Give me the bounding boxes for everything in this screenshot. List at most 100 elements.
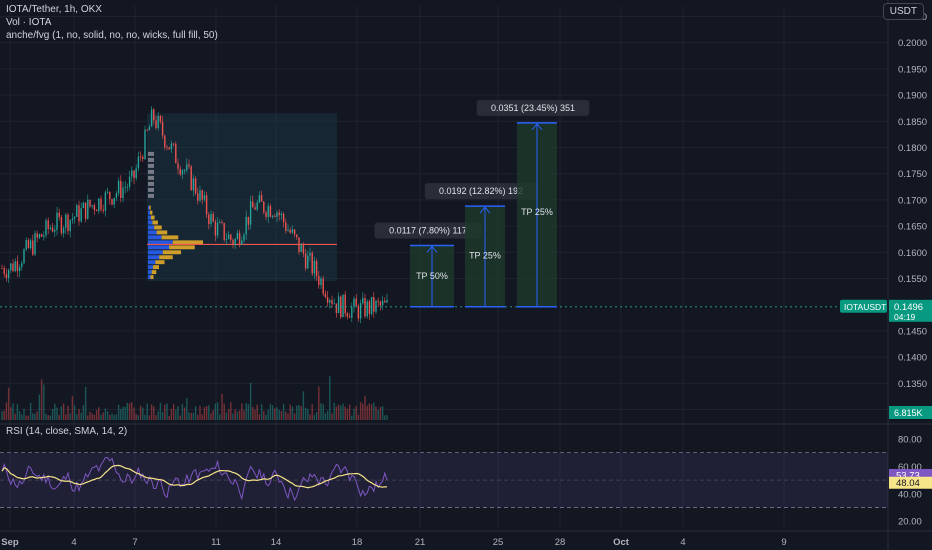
volume-bar — [14, 413, 16, 420]
volume-profile-bar-buy — [148, 240, 173, 245]
volume-bar — [232, 413, 234, 420]
volume-bar — [76, 414, 78, 420]
time-tick-label: 25 — [493, 537, 504, 548]
volume-bar — [238, 410, 241, 420]
rsi-tick-label: 80.00 — [898, 434, 922, 445]
candle-body — [351, 307, 353, 318]
volume-profile-bar-buy — [148, 260, 156, 265]
candle-body — [139, 156, 142, 158]
candle-body — [280, 213, 283, 216]
volume-bar — [271, 405, 274, 420]
volume-bar — [203, 407, 206, 420]
volume-bar — [69, 413, 71, 420]
candle-body — [65, 214, 67, 228]
candle-body — [296, 234, 298, 238]
candle-body — [322, 278, 324, 294]
volume-bar — [263, 411, 265, 420]
rsi-sma-value: 48.04 — [896, 478, 920, 489]
candle-body — [232, 239, 234, 246]
volume-legend[interactable]: Vol · IOTA — [6, 17, 52, 28]
symbol-legend[interactable]: IOTA/Tether, 1h, OKX — [6, 4, 102, 15]
volume-bar — [331, 413, 333, 420]
candle-body — [27, 239, 30, 249]
candle-body — [113, 197, 115, 205]
volume-bar — [21, 414, 23, 420]
time-tick-label: 4 — [680, 537, 685, 548]
volume-bar — [384, 415, 386, 420]
candle-body — [54, 229, 56, 232]
candle-body — [227, 234, 230, 240]
volume-bar — [137, 415, 140, 420]
time-tick-label: 11 — [211, 537, 221, 548]
volume-bar — [36, 411, 38, 420]
candle-body — [188, 164, 190, 167]
volume-bar — [309, 414, 311, 420]
candle-body — [106, 191, 109, 193]
candle-body — [265, 212, 267, 218]
candle-body — [335, 303, 338, 314]
time-tick-label: Oct — [613, 537, 630, 548]
currency-button[interactable]: USDT — [882, 3, 924, 20]
volume-bar — [43, 384, 45, 420]
volume-bar — [144, 414, 146, 420]
volume-profile-bar-sell — [151, 270, 157, 275]
candle-body — [177, 163, 179, 169]
candle-body — [102, 209, 104, 211]
candle-body — [219, 221, 221, 223]
last-price-value: 0.1496 — [894, 302, 923, 313]
candle-body — [269, 206, 272, 217]
candle-body — [175, 143, 177, 164]
candle-body — [342, 294, 344, 318]
take-profit-label: TP 25% — [469, 250, 501, 260]
volume-bar — [315, 412, 318, 420]
candle-body — [245, 216, 247, 235]
volume-bar — [368, 403, 371, 420]
volume-bar — [241, 403, 243, 420]
candle-body — [80, 208, 82, 222]
volume-bar — [353, 408, 355, 420]
candle-body — [111, 199, 113, 205]
volume-bar — [355, 405, 357, 420]
volume-bar — [225, 412, 228, 420]
volume-bar — [82, 405, 85, 420]
indicator-legend[interactable]: anche/fvg (1, no, solid, no, no, wicks, … — [6, 30, 218, 41]
volume-bar — [109, 414, 111, 420]
volume-bar — [293, 413, 296, 420]
candle-body — [362, 298, 364, 304]
candle-body — [194, 178, 197, 194]
volume-bar — [357, 414, 360, 420]
volume-bar — [102, 412, 104, 420]
volume-bar — [318, 386, 320, 420]
volume-bar — [157, 411, 159, 420]
volume-profile-bar-buy — [148, 265, 153, 270]
volume-bar — [243, 410, 245, 420]
volume-bar — [351, 415, 353, 420]
volume-bar — [161, 411, 164, 420]
volume-bar — [166, 403, 168, 420]
volume-bar — [219, 414, 221, 420]
volume-bar — [113, 415, 115, 420]
candle-body — [315, 260, 318, 276]
candle-body — [201, 190, 203, 200]
volume-bar — [205, 406, 208, 420]
volume-bar — [278, 410, 280, 420]
candle-body — [190, 166, 192, 191]
candle-body — [203, 195, 206, 200]
volume-bar — [12, 403, 14, 420]
candle-body — [84, 202, 87, 219]
volume-bar — [133, 407, 135, 420]
candle-body — [161, 121, 164, 136]
volume-profile-bar-sell — [162, 250, 181, 255]
volume-bar — [269, 403, 272, 420]
candle-body — [252, 201, 254, 208]
rsi-sma-line — [1, 464, 388, 489]
candle-body — [225, 239, 228, 240]
candle-body — [241, 240, 243, 245]
volume-bar — [236, 411, 239, 420]
candle-body — [87, 199, 89, 219]
volume-bar — [254, 409, 256, 420]
candle-body — [91, 205, 93, 207]
rsi-legend[interactable]: RSI (14, close, SMA, 14, 2) — [6, 426, 128, 437]
